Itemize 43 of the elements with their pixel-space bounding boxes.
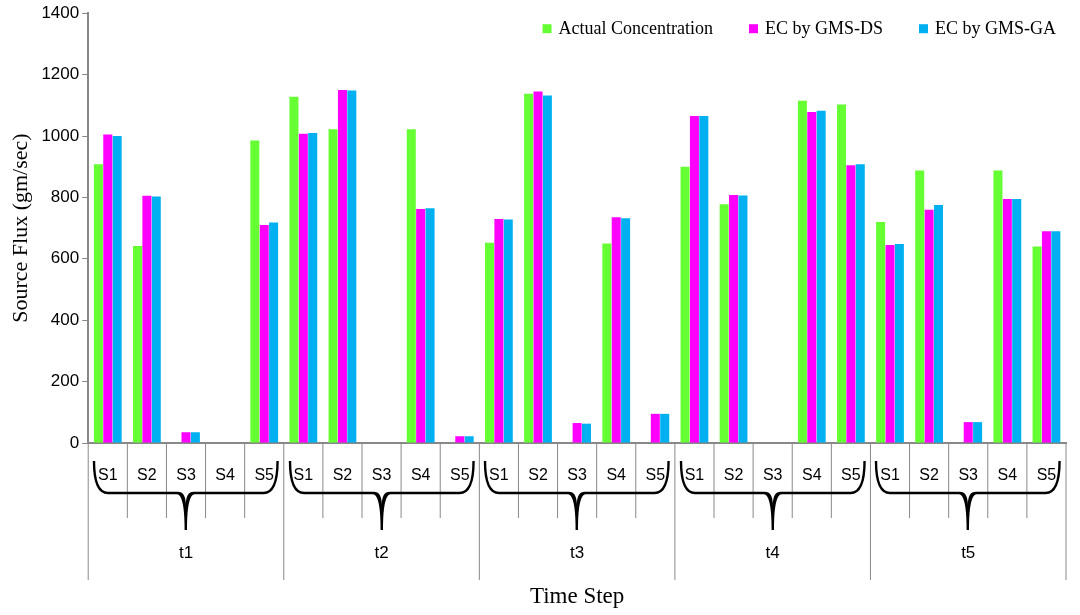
x-tick-label: S1 [684, 466, 705, 484]
text: t3 [570, 542, 585, 562]
legend-label: EC by GMS-DS [764, 17, 883, 38]
text: t4 [765, 542, 780, 562]
x-tick-label: S1 [880, 466, 900, 484]
x-tick-label: S5 [449, 466, 470, 484]
x-tick-label: S2 [723, 466, 744, 484]
x-tick-label: S3 [567, 466, 587, 484]
x-tick-label: S1 [97, 466, 118, 484]
text: t1 [178, 542, 194, 562]
y-tick-label: 800 [50, 187, 80, 207]
x-tick-label: S2 [137, 466, 157, 484]
x-tick-label: S4 [801, 466, 822, 484]
legend-label: Actual Concentration [558, 17, 713, 38]
text: t5 [961, 542, 976, 562]
x-tick-label: S4 [606, 466, 627, 484]
x-tick-label: S1 [489, 466, 509, 484]
x-tick-label: S1 [293, 466, 314, 484]
text: t2 [374, 542, 389, 562]
y-tick-label: 1400 [41, 2, 80, 22]
y-axis-title: Source Flux (gm/sec) [6, 133, 32, 323]
legend-label: EC by GMS-GA [934, 17, 1057, 38]
x-axis-title: Time Step [529, 583, 625, 609]
x-tick-label: S5 [1036, 466, 1057, 484]
x-tick-label: S5 [841, 466, 861, 484]
x-tick-label: S5 [254, 466, 275, 484]
y-tick-label: 1200 [41, 64, 80, 84]
x-tick-label: S2 [528, 466, 548, 484]
x-tick-label: S3 [176, 466, 196, 484]
y-tick-label: 400 [50, 309, 80, 329]
x-tick-label: S3 [762, 466, 783, 484]
y-tick-label: 600 [50, 248, 80, 268]
x-tick-label: S4 [410, 466, 431, 484]
y-tick-label: 0 [69, 432, 80, 452]
y-tick-label: 200 [50, 371, 80, 391]
x-tick-label: S2 [919, 466, 939, 484]
x-tick-label: S2 [332, 466, 353, 484]
x-tick-label: S3 [371, 466, 392, 484]
x-tick-label: S3 [958, 466, 979, 484]
x-tick-label: S5 [645, 466, 666, 484]
x-tick-label: S4 [997, 466, 1018, 484]
y-tick-label: 1000 [41, 125, 80, 145]
x-tick-label: S4 [215, 466, 235, 484]
